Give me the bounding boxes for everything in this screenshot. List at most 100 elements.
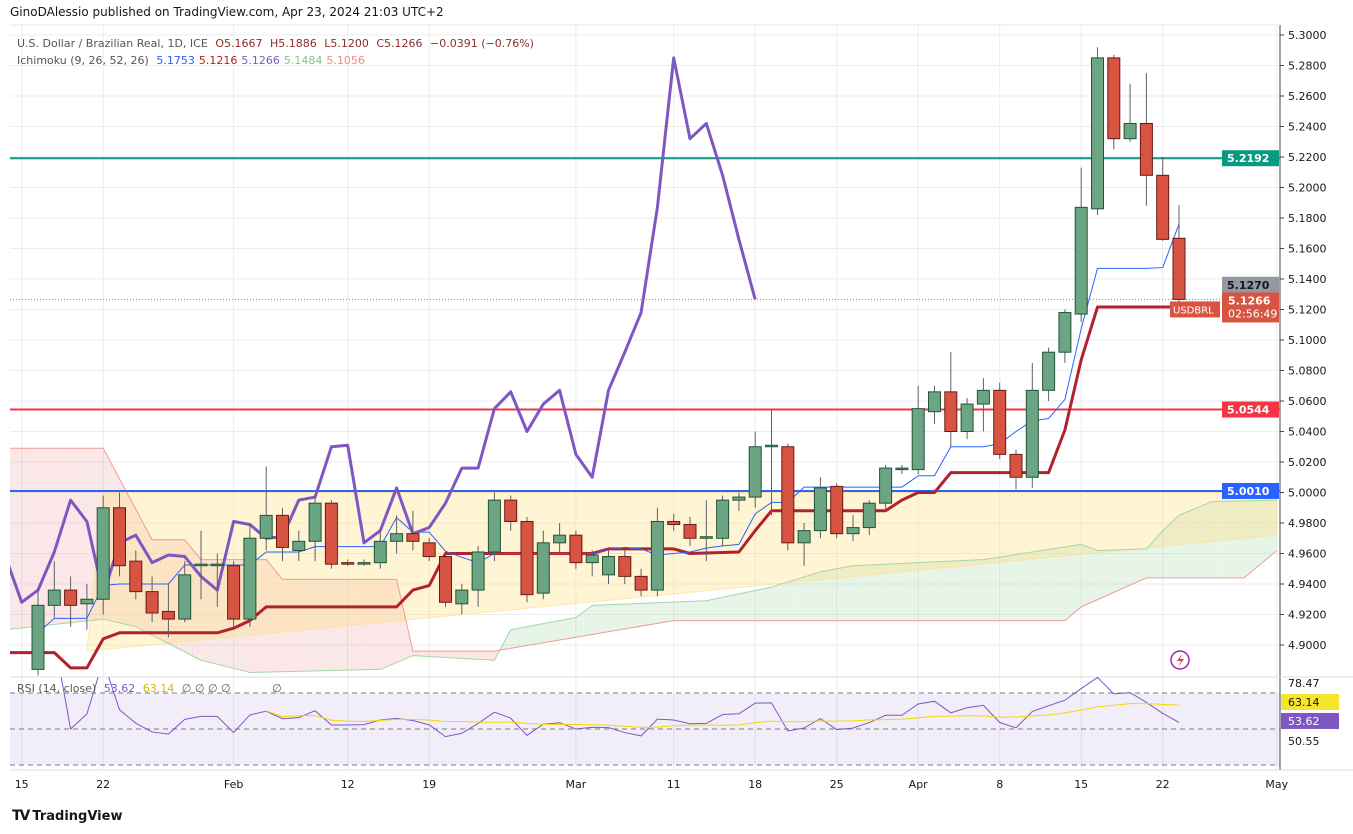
- cloud-fill: [380, 579, 385, 670]
- cloud-fill: [1101, 550, 1106, 598]
- cloud-fill: [600, 604, 605, 634]
- change-value: −0.0391 (−0.76%): [430, 37, 534, 50]
- candle-body: [31, 604, 45, 670]
- ichimoku-value: 5.1484: [283, 54, 323, 67]
- cloud-fill: [889, 563, 895, 621]
- level-price-tag-bg: [1222, 482, 1279, 499]
- candle-body: [1156, 174, 1170, 240]
- price-axis-label: 5.3000: [1288, 29, 1327, 42]
- cloud-fill: [983, 558, 988, 621]
- cloud-fill: [575, 614, 581, 638]
- cloud-fill: [298, 579, 304, 672]
- price-axis-label: 4.9400: [1288, 578, 1327, 591]
- candle: [716, 495, 730, 546]
- cloud-fill: [698, 600, 703, 621]
- cloud-fill: [527, 625, 532, 646]
- candle: [292, 530, 306, 562]
- cloud-fill: [987, 558, 992, 621]
- cloud-fill: [319, 579, 324, 671]
- cloud-fill: [706, 599, 711, 621]
- cloud-fill: [1240, 500, 1245, 578]
- cloud-fill: [1166, 523, 1172, 578]
- candle: [536, 530, 550, 600]
- cloud-fill: [1215, 501, 1221, 578]
- candle: [145, 576, 159, 623]
- candle-body: [1172, 237, 1186, 300]
- rsi-legend[interactable]: RSI (14, close) 53.62 63.14 ∅ ∅ ∅ ∅ ∅: [17, 682, 286, 695]
- candle-body: [1107, 57, 1121, 140]
- ichimoku-value: 5.1056: [326, 54, 365, 67]
- candle: [1172, 204, 1186, 310]
- price-axis-label: 5.2200: [1288, 151, 1327, 164]
- cloud-fill: [29, 448, 35, 628]
- cloud-fill: [783, 581, 789, 621]
- cloud-fill: [518, 627, 524, 647]
- cloud-fill: [963, 560, 968, 621]
- candle: [944, 352, 958, 447]
- level-price-tag-bg: [1222, 150, 1279, 167]
- time-axis-label: Feb: [224, 778, 243, 791]
- candle: [1025, 362, 1039, 488]
- cloud-fill: [828, 569, 833, 621]
- cloud-fill: [453, 651, 459, 659]
- candle: [960, 397, 974, 440]
- cloud-fill: [592, 605, 597, 635]
- cloud-fill: [604, 604, 609, 633]
- cloud-fill: [999, 556, 1005, 621]
- tradingview-logo[interactable]: 𝗧𝗩 TradingView: [12, 808, 122, 824]
- cloud-fill: [1020, 553, 1025, 621]
- rsi-value-tag-bg: [1281, 713, 1339, 729]
- rsi-label: RSI (14, close): [17, 682, 97, 695]
- rsi-min-label: 50.55: [1288, 735, 1320, 748]
- last-price-tag: 5.1266: [1228, 294, 1271, 307]
- cloud-fill: [364, 579, 369, 670]
- cloud-fill: [694, 601, 699, 621]
- cloud-fill: [376, 579, 381, 670]
- cloud-fill: [5, 448, 9, 629]
- cloud-fill: [54, 448, 59, 625]
- candle-body: [895, 467, 909, 471]
- candle-body: [471, 551, 485, 591]
- rsi-ma-value: 63.14: [142, 682, 175, 695]
- candle-body: [976, 389, 990, 405]
- candle-body: [536, 542, 550, 594]
- cloud-fill: [653, 602, 658, 625]
- time-axis-label: 15: [15, 778, 29, 791]
- cloud-fill: [1093, 548, 1098, 602]
- candle-body: [911, 408, 925, 471]
- cloud-fill: [918, 562, 923, 621]
- cloud-fill: [763, 587, 768, 621]
- symbol-legend[interactable]: U.S. Dollar / Brazilian Real, 1D, ICE O5…: [17, 35, 538, 52]
- cloud-fill: [584, 608, 589, 636]
- cloud-fill: [1007, 555, 1013, 621]
- lightning-icon[interactable]: [1170, 650, 1190, 670]
- candle: [553, 523, 567, 554]
- time-axis-label: Mar: [566, 778, 587, 791]
- candle: [846, 515, 860, 542]
- cloud-fill: [1252, 500, 1257, 572]
- candle: [585, 550, 599, 577]
- cloud-fill: [771, 585, 776, 621]
- ichimoku-legend[interactable]: Ichimoku (9, 26, 52, 26) 5.1753 5.1216 5.1…: [17, 52, 538, 69]
- cloud-fill: [938, 561, 943, 621]
- cloud-fill: [372, 579, 377, 670]
- candle: [911, 385, 925, 475]
- cloud-fill: [840, 567, 846, 621]
- cloud-fill: [1223, 501, 1229, 578]
- price-axis-label: 5.2000: [1288, 182, 1327, 195]
- candle: [64, 576, 78, 627]
- cloud-fill: [1040, 550, 1045, 621]
- cloud-fill: [893, 563, 899, 621]
- candle-body: [47, 589, 61, 606]
- cloud-fill: [718, 597, 723, 621]
- cloud-fill: [445, 651, 450, 658]
- candle-body: [390, 533, 404, 542]
- time-axis-label: 25: [830, 778, 844, 791]
- candle: [699, 500, 713, 562]
- cloud-fill: [258, 559, 263, 673]
- candle-body: [879, 467, 893, 504]
- cloud-fill: [429, 651, 434, 657]
- candle-body: [357, 562, 371, 565]
- candle-body: [210, 563, 224, 567]
